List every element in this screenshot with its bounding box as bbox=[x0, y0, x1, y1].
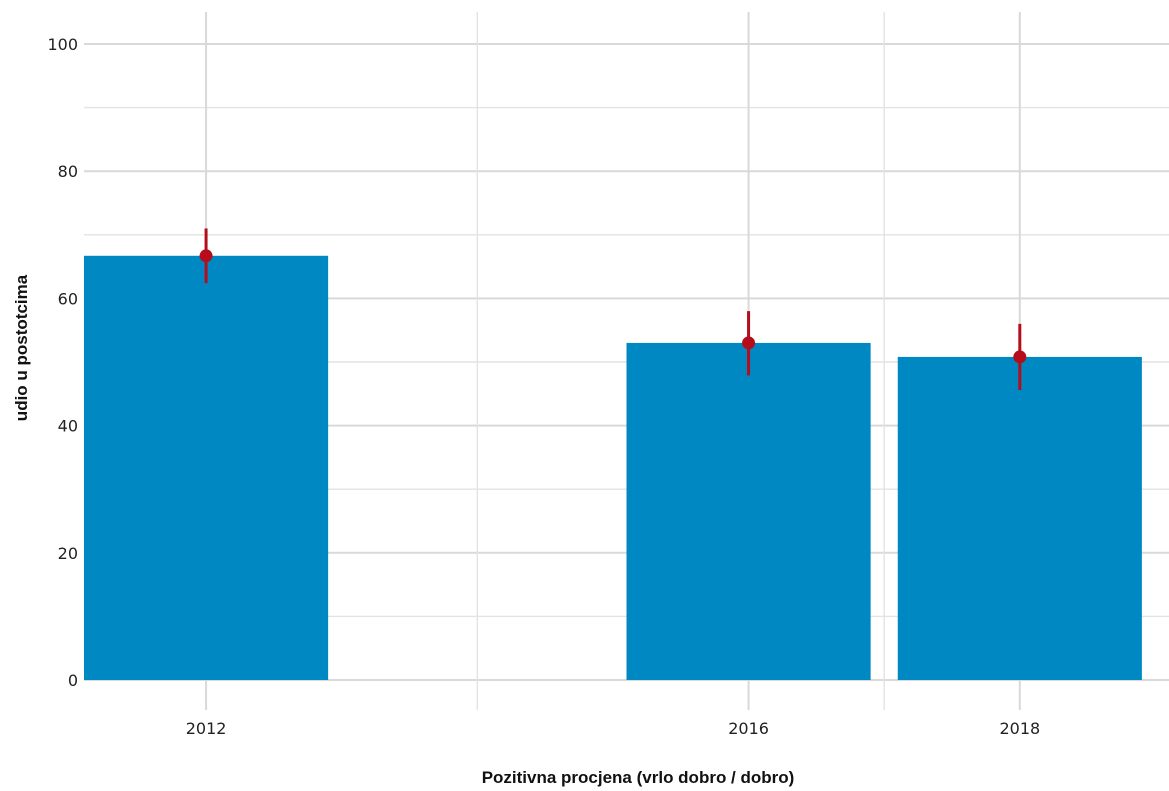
point-layer bbox=[199, 249, 1027, 364]
x-tick-label: 2016 bbox=[728, 719, 769, 738]
bar bbox=[897, 356, 1142, 680]
point-estimate bbox=[199, 249, 213, 263]
tick-label-layer: 0 20 40 60 80 100 2012 2016 2018 bbox=[47, 35, 1040, 738]
y-tick-label: 20 bbox=[58, 544, 78, 563]
y-tick-label: 100 bbox=[47, 35, 78, 54]
y-axis-title: udio u postotcima bbox=[12, 274, 31, 421]
x-tick-label: 2012 bbox=[186, 719, 227, 738]
y-tick-label: 0 bbox=[68, 671, 78, 690]
bar bbox=[626, 342, 871, 680]
y-tick-label: 60 bbox=[58, 289, 78, 308]
x-axis-title: Pozitivna procjena (vrlo dobro / dobro) bbox=[482, 768, 795, 787]
x-tick-label: 2018 bbox=[999, 719, 1040, 738]
y-tick-label: 80 bbox=[58, 162, 78, 181]
y-tick-label: 40 bbox=[58, 417, 78, 436]
bar-layer bbox=[84, 255, 1142, 680]
point-estimate bbox=[742, 336, 756, 350]
point-estimate bbox=[1013, 350, 1027, 364]
bar bbox=[84, 255, 329, 680]
